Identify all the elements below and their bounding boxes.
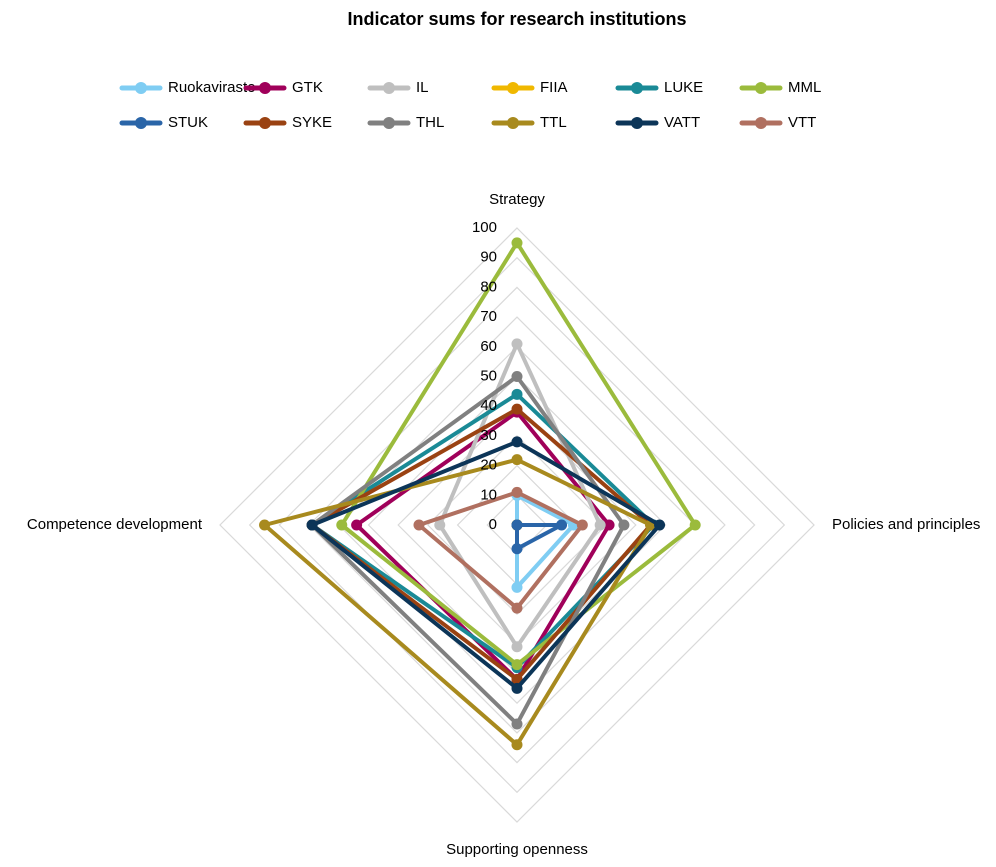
legend-label: GTK xyxy=(292,79,323,96)
grid-ring xyxy=(337,345,697,705)
grid-ring xyxy=(278,286,756,764)
data-point xyxy=(511,739,523,751)
data-point xyxy=(259,519,271,531)
grid-ring xyxy=(248,256,786,794)
legend-label: SYKE xyxy=(292,114,332,131)
axis-label: Policies and principles xyxy=(832,516,980,533)
data-point xyxy=(603,519,615,531)
legend-marker xyxy=(259,117,271,129)
grid-ring xyxy=(427,435,607,615)
tick-label: 50 xyxy=(480,367,497,384)
tick-label: 40 xyxy=(480,397,497,414)
data-point xyxy=(511,371,523,382)
axis-label: Supporting openness xyxy=(446,841,588,858)
legend-marker xyxy=(755,82,767,94)
data-point xyxy=(511,454,523,466)
tick-label: 70 xyxy=(480,308,497,325)
data-point xyxy=(511,718,523,730)
legend-marker xyxy=(383,117,395,129)
tick-label: 60 xyxy=(480,338,497,355)
legend-label: STUK xyxy=(168,114,208,131)
tick-label: 0 xyxy=(489,516,497,533)
data-point xyxy=(511,403,523,415)
data-point xyxy=(556,519,568,531)
series-line xyxy=(339,240,698,667)
legend-label: FIIA xyxy=(540,79,568,96)
legend-label: THL xyxy=(416,114,444,131)
legend-marker xyxy=(135,117,147,129)
legend-marker xyxy=(383,82,395,94)
series-line xyxy=(310,374,626,726)
tick-label: 100 xyxy=(472,219,497,236)
tick-label: 30 xyxy=(480,427,497,444)
legend-label: TTL xyxy=(540,114,567,131)
axis-label: Strategy xyxy=(489,191,545,208)
data-point xyxy=(306,519,318,531)
chart-title: Indicator sums for research institutions xyxy=(347,9,686,29)
legend-label: VATT xyxy=(664,114,700,131)
legend-marker xyxy=(135,82,147,94)
data-point xyxy=(511,543,523,555)
tick-label: 80 xyxy=(480,278,497,295)
legend-label: LUKE xyxy=(664,79,703,96)
data-point xyxy=(654,519,666,531)
data-point xyxy=(511,237,523,249)
axis-label: Competence development xyxy=(27,516,203,533)
data-point xyxy=(511,436,523,448)
legend-marker xyxy=(631,117,643,129)
legend-label: IL xyxy=(416,79,429,96)
tick-label: 90 xyxy=(480,249,497,266)
grid-ring xyxy=(219,227,815,823)
data-point xyxy=(618,519,630,531)
legend-marker xyxy=(507,82,519,94)
legend-marker xyxy=(755,117,767,129)
series-line xyxy=(515,523,564,551)
data-point xyxy=(511,581,523,593)
data-point xyxy=(511,519,523,531)
legend-marker xyxy=(507,117,519,129)
legend-label: VTT xyxy=(788,114,816,131)
data-point xyxy=(511,338,523,350)
data-point xyxy=(511,486,523,498)
data-point xyxy=(413,519,425,531)
legend-label: MML xyxy=(788,79,821,96)
legend-marker xyxy=(259,82,271,94)
tick-label: 20 xyxy=(480,457,497,474)
data-point xyxy=(511,682,523,694)
data-point xyxy=(351,519,363,531)
legend-marker xyxy=(631,82,643,94)
grid-ring xyxy=(308,316,726,734)
data-point xyxy=(434,519,446,531)
data-point xyxy=(511,602,523,614)
data-point xyxy=(336,519,348,531)
data-point xyxy=(511,659,523,671)
legend-label: Ruokavirasto xyxy=(168,79,256,96)
data-point xyxy=(511,388,523,400)
data-point xyxy=(594,519,606,531)
grid-ring xyxy=(367,375,667,675)
data-point xyxy=(576,519,588,531)
data-point xyxy=(689,519,701,531)
data-point xyxy=(511,641,523,653)
tick-label: 10 xyxy=(480,486,497,503)
